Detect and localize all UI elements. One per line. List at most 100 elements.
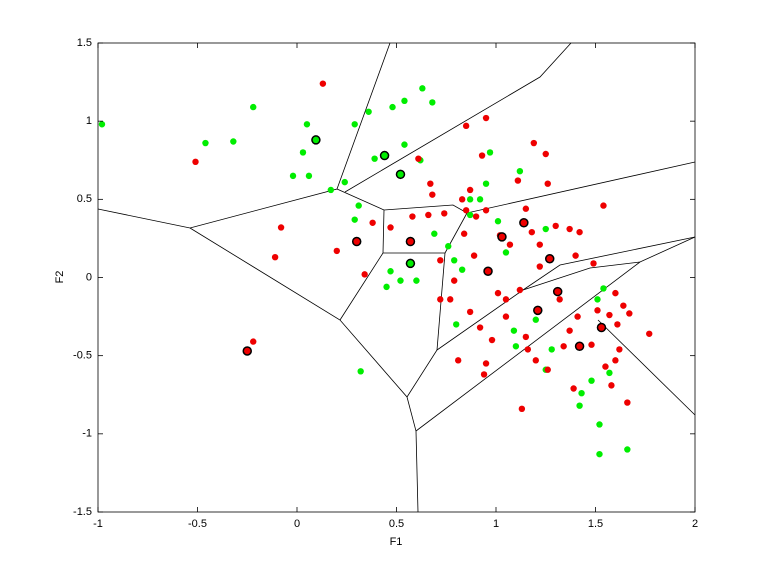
point	[451, 277, 458, 284]
point	[365, 108, 372, 115]
point	[606, 311, 613, 319]
x-tick-label: -1	[93, 518, 103, 530]
point	[578, 389, 585, 397]
point	[202, 139, 209, 147]
point	[488, 336, 496, 344]
point	[594, 296, 601, 303]
point	[624, 446, 631, 453]
point	[544, 180, 551, 187]
point	[409, 213, 416, 220]
marks	[98, 80, 653, 458]
point	[98, 121, 106, 128]
point	[405, 258, 416, 269]
point	[427, 180, 434, 187]
point	[574, 313, 581, 320]
point	[250, 338, 257, 345]
point	[351, 216, 358, 223]
point	[596, 450, 603, 458]
point	[462, 122, 470, 130]
point	[512, 343, 520, 350]
point	[506, 241, 514, 248]
x-tick-label: 2	[692, 518, 698, 530]
y-axis-label: F2	[54, 271, 66, 284]
point	[502, 313, 510, 320]
x-tick-label: 0	[294, 518, 300, 530]
point	[588, 341, 595, 348]
point	[480, 371, 488, 378]
point	[466, 196, 474, 203]
point	[192, 158, 199, 166]
x-axis-label: F1	[390, 536, 403, 548]
point	[361, 271, 368, 278]
point	[277, 224, 285, 231]
point	[482, 207, 490, 214]
point	[626, 310, 633, 317]
voronoi-edge	[336, 161, 696, 214]
point	[486, 149, 494, 156]
point	[460, 230, 468, 237]
y-tick-label: 1	[86, 115, 92, 127]
point	[608, 382, 615, 389]
point	[646, 330, 653, 337]
point	[397, 277, 404, 284]
point	[413, 277, 420, 284]
point	[600, 202, 607, 209]
point	[299, 149, 307, 156]
point	[544, 366, 551, 373]
point	[556, 296, 563, 303]
point	[470, 252, 478, 259]
point	[476, 196, 484, 203]
point	[351, 121, 358, 128]
point	[528, 228, 536, 236]
point	[548, 346, 555, 353]
point	[441, 210, 448, 217]
voronoi-edge	[436, 236, 696, 351]
point	[594, 307, 601, 314]
point	[395, 169, 406, 180]
point	[482, 180, 490, 187]
point	[524, 346, 532, 353]
x-tick-label: 0.5	[389, 518, 404, 530]
point	[519, 218, 529, 228]
point	[341, 178, 348, 186]
point	[514, 177, 522, 184]
point	[472, 213, 480, 220]
point	[510, 327, 518, 334]
y-tick-label: 0.5	[77, 193, 92, 205]
point	[494, 218, 502, 225]
point	[536, 263, 543, 270]
point	[303, 121, 311, 128]
x-tick-label: -0.5	[188, 518, 207, 530]
point	[522, 333, 530, 341]
point	[478, 152, 486, 159]
point	[494, 289, 502, 297]
y-tick-label: 0	[86, 271, 92, 283]
point	[576, 402, 583, 409]
point	[319, 80, 327, 87]
point	[566, 225, 573, 233]
point	[483, 266, 493, 276]
point	[596, 421, 603, 428]
point	[600, 285, 607, 292]
point	[401, 97, 408, 105]
point	[624, 399, 631, 406]
point	[552, 222, 559, 230]
point	[532, 316, 539, 323]
point	[542, 150, 549, 158]
point	[437, 296, 444, 303]
point	[445, 243, 452, 250]
point	[429, 99, 436, 106]
point	[590, 260, 597, 267]
point	[560, 343, 567, 350]
point	[596, 322, 607, 333]
point	[497, 232, 507, 242]
point	[289, 172, 297, 180]
point	[542, 225, 549, 233]
point	[482, 114, 490, 122]
point	[305, 172, 313, 180]
point	[606, 369, 613, 377]
point	[333, 247, 340, 255]
point	[588, 377, 595, 384]
point	[451, 257, 458, 264]
point	[387, 268, 394, 275]
